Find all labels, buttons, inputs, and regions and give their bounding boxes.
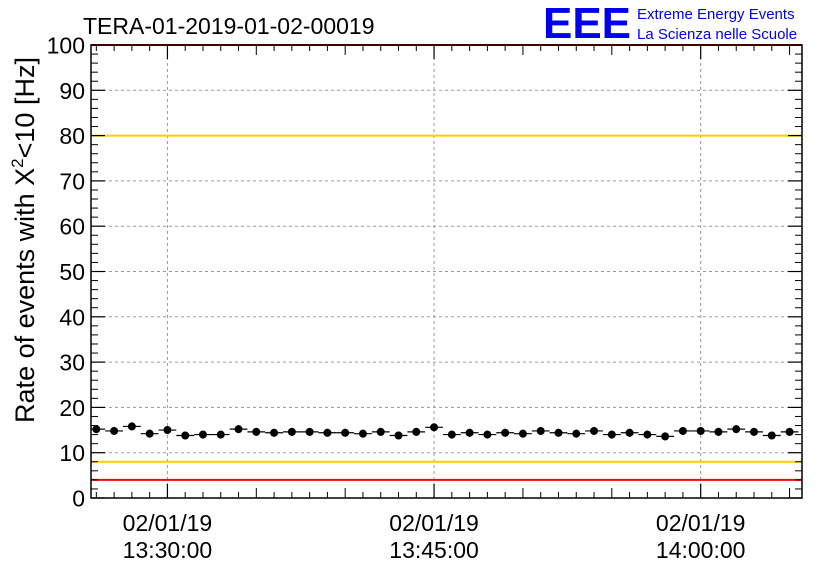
data-point: [714, 427, 723, 436]
data-point: [198, 430, 207, 439]
x-tick-label-date: 02/01/19: [123, 510, 213, 536]
data-point: [625, 428, 634, 437]
data-point: [323, 428, 332, 437]
data-point: [163, 426, 172, 435]
data-point: [430, 423, 439, 432]
data-point: [483, 430, 492, 439]
x-tick-labels: 02/01/1913:30:0002/01/1913:45:0002/01/19…: [123, 510, 746, 563]
data-point: [341, 428, 350, 437]
data-point: [536, 426, 545, 435]
eee-logo-line2: La Scienza nelle Scuole: [637, 26, 797, 43]
x-tick-label-time: 13:30:00: [123, 537, 213, 563]
data-point: [767, 431, 776, 440]
data-point: [216, 430, 225, 439]
y-tick-label: 20: [59, 395, 85, 421]
y-tick-label: 60: [59, 214, 85, 240]
data-point: [376, 427, 385, 436]
x-tick-label-date: 02/01/19: [656, 510, 746, 536]
x-tick-label-date: 02/01/19: [389, 510, 479, 536]
data-point: [412, 427, 421, 436]
data-point: [287, 427, 296, 436]
data-point: [661, 432, 670, 441]
y-axis-label-sup: 2: [8, 158, 27, 167]
data-point: [234, 425, 243, 434]
data-point: [252, 427, 261, 436]
data-point: [785, 427, 794, 436]
data-point: [590, 426, 599, 435]
x-tick-label-time: 14:00:00: [656, 537, 746, 563]
data-point: [643, 430, 652, 439]
chart-title: TERA-01-2019-01-02-00019: [83, 13, 375, 39]
data-point: [270, 428, 279, 437]
axis-ticks: [91, 44, 802, 499]
data-point: [465, 428, 474, 437]
data-point: [127, 422, 136, 431]
y-tick-label: 40: [59, 304, 85, 330]
y-axis-label-main: Rate of events with X: [10, 168, 40, 423]
y-axis-label: Rate of events with X2<10 [Hz]: [8, 57, 40, 423]
y-tick-label: 100: [47, 33, 85, 59]
data-point: [110, 426, 119, 435]
y-tick-label: 0: [72, 486, 85, 512]
data-point: [750, 427, 759, 436]
data-point: [554, 428, 563, 437]
y-tick-label: 90: [59, 78, 85, 104]
data-point: [518, 429, 527, 438]
x-tick-label-time: 13:45:00: [389, 537, 479, 563]
y-axis-label-tail: <10 [Hz]: [10, 57, 40, 158]
data-point: [696, 426, 705, 435]
y-tick-label: 50: [59, 259, 85, 285]
data-point: [394, 431, 403, 440]
y-tick-label: 70: [59, 168, 85, 194]
eee-logo-line1: Extreme Energy Events: [637, 6, 795, 23]
y-tick-label: 30: [59, 350, 85, 376]
data-point: [572, 429, 581, 438]
data-point: [145, 429, 154, 438]
data-points: [91, 422, 799, 441]
eee-logo-mark: EEE: [543, 0, 631, 48]
data-point: [358, 429, 367, 438]
data-point: [181, 431, 190, 440]
data-point: [678, 426, 687, 435]
data-point: [447, 430, 456, 439]
data-point: [92, 425, 101, 434]
data-point: [732, 425, 741, 434]
eee-logo: EEE Extreme Energy Events La Scienza nel…: [543, 0, 797, 48]
y-tick-label: 10: [59, 440, 85, 466]
y-tick-label: 80: [59, 123, 85, 149]
y-tick-labels: 0 10 20 30 40 50 60 70 80 90 100: [47, 33, 85, 512]
data-point: [607, 430, 616, 439]
data-point: [305, 427, 314, 436]
plot-frame: [90, 44, 803, 499]
data-point: [501, 428, 510, 437]
